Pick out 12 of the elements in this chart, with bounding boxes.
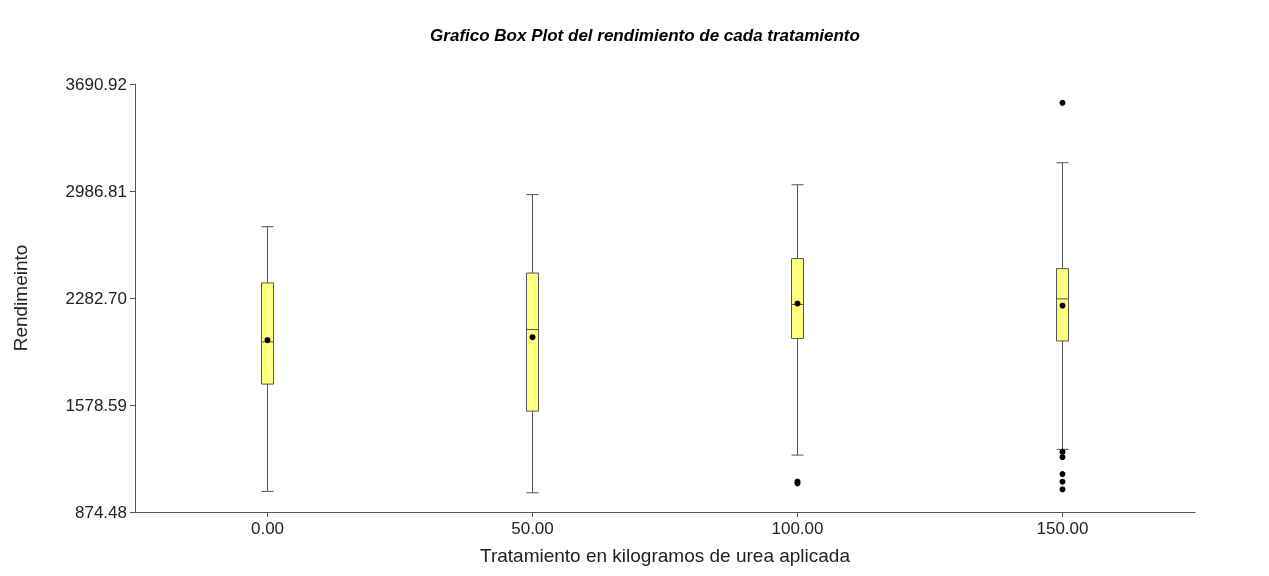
x-tick-label: 150.00	[1036, 519, 1089, 538]
y-tick-label: 3690.92	[65, 74, 127, 94]
x-tick-label: 0.00	[250, 519, 285, 538]
y-axis-title: Rendimeinto	[10, 244, 31, 352]
y-tick-label: 2282.70	[65, 288, 127, 308]
x-tick-label: 100.00	[771, 519, 824, 538]
x-axis-title: Tratamiento en kilogramos de urea aplicada	[480, 545, 851, 566]
y-tick-label: 874.48	[75, 502, 127, 522]
x-tick-label: 50.00	[511, 519, 554, 538]
y-tick-label: 1578.59	[65, 395, 127, 415]
chart-title: Grafico Box Plot del rendimiento de cada tratamiento	[430, 26, 860, 45]
y-tick-label: 2986.81	[65, 181, 127, 201]
